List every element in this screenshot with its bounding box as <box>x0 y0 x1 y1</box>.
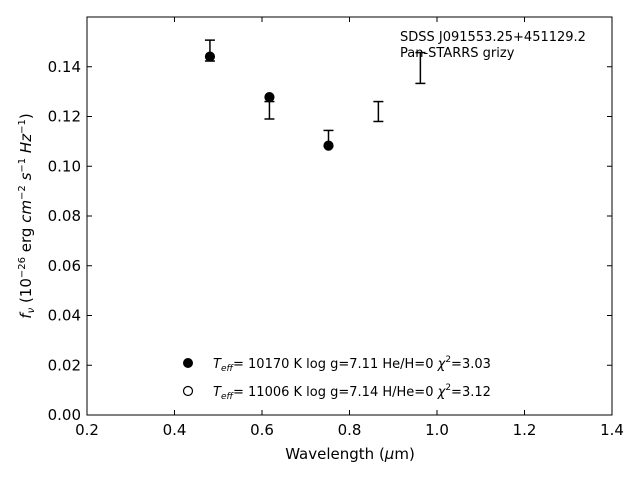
legend-marker-filled <box>183 358 193 368</box>
x-axis-label: Wavelength (μm) <box>285 445 415 463</box>
x-tick-label: 0.4 <box>163 421 187 439</box>
model-points <box>204 51 334 151</box>
y-tick-label: 0.02 <box>48 356 81 374</box>
x-axis-ticks: 0.2 0.4 0.6 0.8 1.0 1.2 1.4 <box>75 17 624 439</box>
legend-marker-open <box>182 385 194 397</box>
x-tick-label: 1.2 <box>513 421 537 439</box>
x-tick-label: 1.0 <box>425 421 449 439</box>
y-axis-label: fν (10−26 erg cm−2 s−1 Hz−1) <box>17 113 37 318</box>
legend-text-1: Teff= 10170 K log g=7.11 He/H=0 χ2=3.03 <box>213 355 491 374</box>
model-point <box>323 140 334 151</box>
legend-text-2: Teff= 11006 K log g=7.14 H/He=0 χ2=3.12 <box>213 383 491 402</box>
y-tick-label: 0.10 <box>48 157 81 175</box>
plot-area <box>86 16 613 416</box>
x-tick-label: 0.2 <box>75 421 99 439</box>
y-tick-label: 0.06 <box>48 257 81 275</box>
x-tick-label: 0.8 <box>338 421 362 439</box>
y-tick-label: 0.00 <box>48 406 81 424</box>
x-tick-label: 1.4 <box>600 421 624 439</box>
model-point <box>264 91 275 103</box>
observed-error-bars <box>204 39 426 148</box>
x-tick-label: 0.6 <box>250 421 274 439</box>
y-axis-ticks: 0.00 0.02 0.04 0.06 0.08 0.10 0.12 0.14 <box>48 58 612 424</box>
y-tick-label: 0.04 <box>48 307 81 325</box>
y-tick-label: 0.08 <box>48 207 81 225</box>
y-tick-label: 0.12 <box>48 108 81 126</box>
model-point <box>204 51 216 62</box>
annotation-survey: Pan-STARRS grizy <box>400 46 515 61</box>
y-tick-label: 0.14 <box>48 58 81 76</box>
annotation-object-name: SDSS J091553.25+451129.2 <box>400 30 586 45</box>
legend: Teff= 10170 K log g=7.11 He/H=0 χ2=3.03 … <box>182 355 491 402</box>
